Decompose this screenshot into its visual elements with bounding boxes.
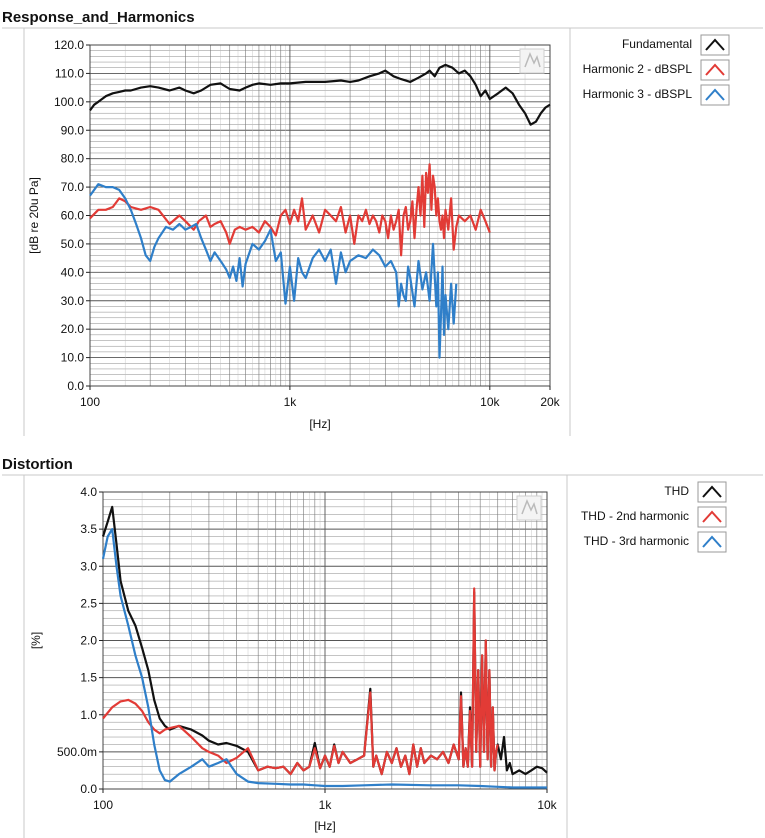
chart-title: Distortion bbox=[2, 456, 73, 473]
y-tick-label: 0.0 bbox=[67, 379, 84, 393]
x-axis-label: [Hz] bbox=[314, 819, 335, 833]
y-tick-label: 90.0 bbox=[61, 123, 85, 137]
legend-swatch-1[interactable] bbox=[700, 59, 730, 81]
series-line-2 bbox=[89, 183, 458, 359]
x-tick-label: 1k bbox=[319, 798, 333, 812]
x-tick-label: 1k bbox=[284, 395, 298, 409]
graph-palette-icon[interactable] bbox=[519, 48, 545, 74]
x-tick-label: 20k bbox=[540, 395, 560, 409]
series-line-1 bbox=[89, 163, 491, 257]
chart-0: Response_and_Harmonics 0.0 10.0 20.0 30.0 40.… bbox=[2, 9, 763, 436]
y-tick-label: 0.0 bbox=[80, 782, 97, 796]
legend-swatch-2[interactable] bbox=[697, 531, 727, 553]
legend-label: Harmonic 3 - dBSPL bbox=[583, 87, 693, 101]
y-tick-label: 4.0 bbox=[80, 485, 97, 499]
y-tick-label: 10.0 bbox=[61, 351, 85, 365]
series-line-2 bbox=[101, 527, 547, 789]
y-tick-label: 500.0m bbox=[57, 745, 97, 759]
y-tick-label: 3.5 bbox=[80, 522, 97, 536]
y-tick-label: 40.0 bbox=[61, 265, 85, 279]
legend-swatch-0[interactable] bbox=[697, 481, 727, 503]
y-axis-label: [dB re 20u Pa] bbox=[27, 177, 41, 254]
y-tick-label: 70.0 bbox=[61, 180, 85, 194]
graph-palette-icon[interactable] bbox=[516, 495, 542, 521]
y-tick-label: 3.0 bbox=[80, 559, 97, 573]
y-axis-label: [%] bbox=[29, 632, 43, 649]
y-tick-label: 1.0 bbox=[80, 708, 97, 722]
x-tick-label: 100 bbox=[80, 395, 100, 409]
y-tick-label: 30.0 bbox=[61, 294, 85, 308]
y-tick-label: 20.0 bbox=[61, 322, 85, 336]
y-tick-label: 100.0 bbox=[54, 95, 84, 109]
chart-1: Distortion 0.0 500.0m 1.0 1.5 2.0 2.5 3.0 3.5 4.0… bbox=[2, 456, 763, 838]
y-tick-label: 110.0 bbox=[55, 66, 84, 80]
x-tick-label: 100 bbox=[93, 798, 113, 812]
x-axis-label: [Hz] bbox=[309, 417, 330, 431]
legend: THD THD - 2nd harmonic THD - 3rd harmonic bbox=[581, 481, 727, 553]
legend-label: THD bbox=[664, 484, 689, 498]
y-tick-label: 60.0 bbox=[61, 209, 85, 223]
series-line-0 bbox=[89, 63, 551, 126]
y-tick-label: 50.0 bbox=[61, 237, 85, 251]
x-tick-label: 10k bbox=[537, 798, 557, 812]
y-tick-label: 2.0 bbox=[80, 634, 97, 648]
y-tick-label: 120.0 bbox=[54, 38, 84, 52]
legend-swatch-2[interactable] bbox=[700, 84, 730, 106]
legend-label: THD - 2nd harmonic bbox=[581, 509, 689, 523]
x-tick-label: 10k bbox=[480, 395, 500, 409]
y-tick-label: 1.5 bbox=[80, 671, 97, 685]
legend-label: THD - 3rd harmonic bbox=[584, 534, 689, 548]
y-tick-label: 80.0 bbox=[61, 152, 85, 166]
y-tick-label: 2.5 bbox=[80, 596, 97, 610]
legend-label: Fundamental bbox=[622, 37, 692, 51]
chart-title: Response_and_Harmonics bbox=[2, 9, 195, 26]
legend-label: Harmonic 2 - dBSPL bbox=[583, 62, 693, 76]
series-line-1 bbox=[102, 587, 499, 776]
legend: Fundamental Harmonic 2 - dBSPL Harmonic 3 … bbox=[583, 34, 730, 106]
legend-swatch-1[interactable] bbox=[697, 506, 727, 528]
legend-swatch-0[interactable] bbox=[700, 34, 730, 56]
